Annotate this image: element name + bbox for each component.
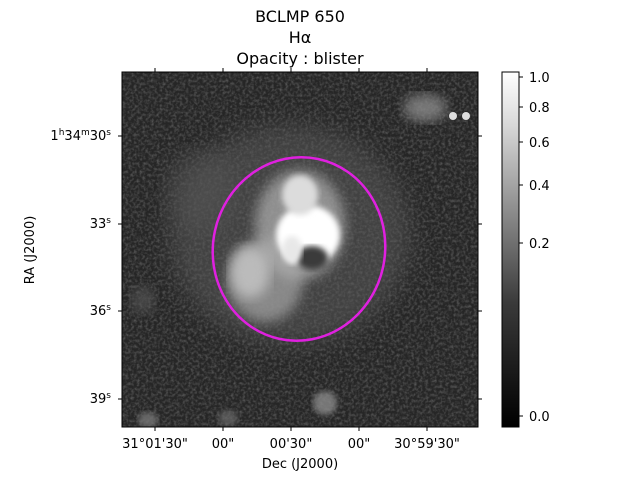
- x-tick-label-3: 00": [348, 437, 371, 452]
- colorbar: [501, 71, 520, 428]
- y-ticks: [118, 135, 482, 400]
- x-tick-label-4: 30°59'30": [394, 437, 460, 452]
- colorbar-label-4: 0.2: [529, 237, 550, 252]
- y-tick-label-3: 39s: [90, 391, 112, 407]
- x-tick-label-1: 00": [212, 437, 235, 452]
- colorbar-label-2: 0.6: [529, 136, 550, 151]
- aperture-ellipse: [211, 156, 387, 342]
- colorbar-label-0: 1.0: [529, 71, 550, 86]
- y-axis-label: RA (J2000): [23, 216, 38, 285]
- figure-subtitle-band: Hα: [288, 28, 312, 47]
- y-tick-label-0: 1h34m30s: [50, 128, 111, 144]
- y-tick-label-1: 33s: [90, 216, 112, 232]
- colorbar-label-1: 0.8: [529, 101, 550, 116]
- image-frame: [121, 71, 479, 428]
- halpha-image: [122, 72, 478, 427]
- x-axis-label: Dec (J2000): [262, 457, 338, 472]
- figure-title: BCLMP 650: [255, 7, 345, 26]
- x-tick-label-2: 00'30": [270, 437, 313, 452]
- y-tick-label-2: 36s: [90, 303, 112, 319]
- x-tick-label-0: 31°01'30": [122, 437, 188, 452]
- colorbar-label-5: 0.0: [529, 410, 550, 425]
- x-ticks: [154, 68, 428, 431]
- colorbar-ticks: [519, 76, 523, 417]
- figure-subtitle-opacity: Opacity : blister: [236, 49, 364, 68]
- colorbar-label-3: 0.4: [529, 179, 550, 194]
